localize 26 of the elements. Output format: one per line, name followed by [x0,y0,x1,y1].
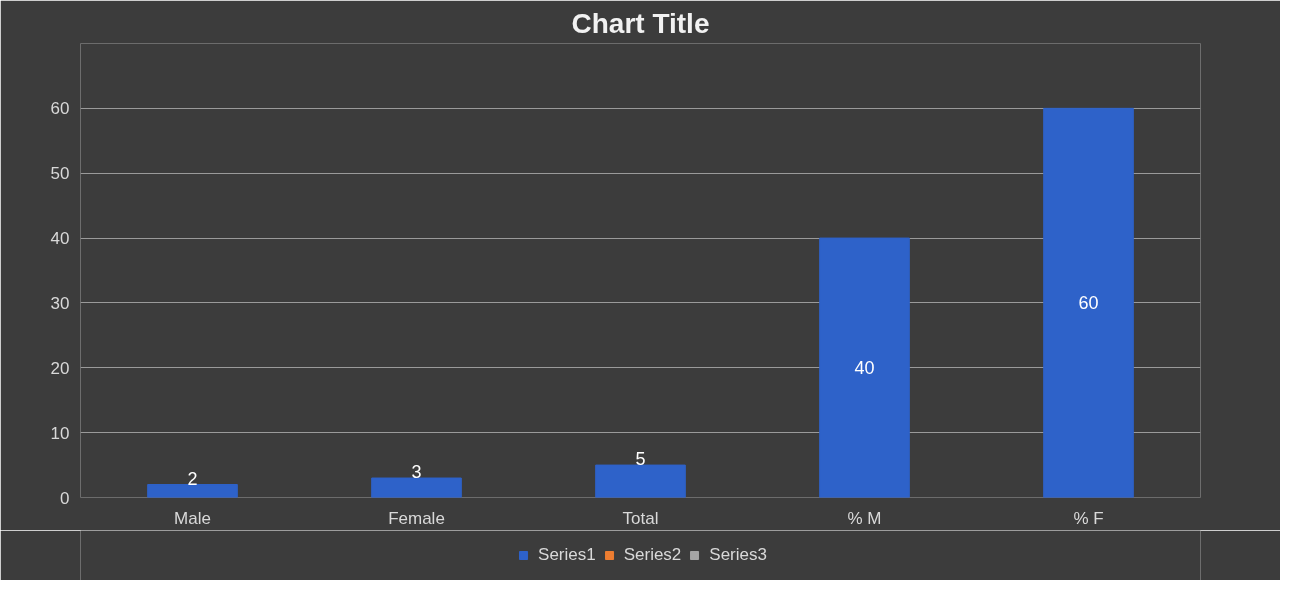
bar [1043,107,1134,498]
y-tick-label: 60 [50,99,70,119]
bar [595,464,686,498]
x-tick-label: % F [1073,508,1104,528]
bar [371,477,462,498]
chart-title: Chart Title [571,7,710,39]
x-tick-label: Female [388,508,445,528]
legend-label: Series1 [538,545,596,565]
bar [147,484,238,498]
y-tick-label: 0 [60,488,70,508]
y-tick-label: 50 [50,164,70,184]
x-tick-label: % M [847,508,882,528]
y-tick-label: 30 [50,293,70,313]
x-tick-label: Male [174,508,211,528]
legend-label: Series3 [709,545,767,565]
x-tick-label: Total [622,508,659,528]
data-label: 40 [854,358,875,379]
y-tick-label: 20 [50,358,70,378]
data-label: 60 [1078,293,1099,314]
bar [819,237,910,498]
legend-label: Series2 [623,545,682,565]
y-tick-label: 40 [50,229,70,249]
data-label: 5 [635,449,646,470]
y-tick-label: 10 [50,423,70,443]
data-label: 2 [187,468,198,489]
data-label: 3 [411,462,422,483]
